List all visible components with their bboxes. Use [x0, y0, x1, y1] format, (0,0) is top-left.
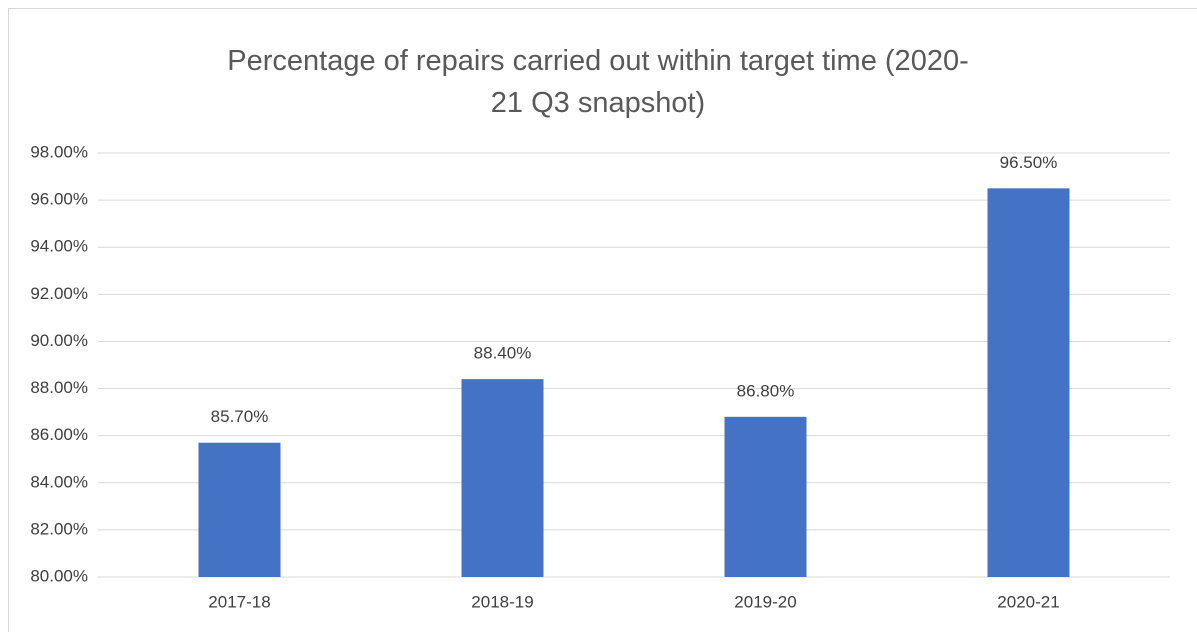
y-tick-label: 98.00%	[30, 142, 88, 161]
x-tick-label: 2020-21	[997, 592, 1059, 611]
chart-title: Percentage of repairs carried out within…	[227, 45, 969, 119]
bar	[198, 442, 281, 577]
x-tick-label: 2019-20	[734, 592, 796, 611]
chart-frame	[8, 8, 1197, 632]
y-tick-label: 80.00%	[30, 566, 88, 585]
y-tick-label: 96.00%	[30, 190, 88, 209]
x-tick-label: 2018-19	[471, 592, 533, 611]
data-label: 96.50%	[1000, 153, 1058, 172]
y-tick-label: 92.00%	[30, 284, 88, 303]
bar	[724, 416, 807, 577]
data-label: 86.80%	[737, 381, 795, 400]
data-label: 88.40%	[474, 344, 532, 363]
y-tick-label: 94.00%	[30, 237, 88, 256]
y-tick-label: 84.00%	[30, 472, 88, 491]
x-tick-label: 2017-18	[208, 592, 270, 611]
bar	[987, 188, 1070, 578]
y-tick-label: 82.00%	[30, 519, 88, 538]
bar	[461, 379, 544, 577]
y-tick-label: 88.00%	[30, 378, 88, 397]
y-tick-label: 86.00%	[30, 425, 88, 444]
data-label: 85.70%	[211, 407, 269, 426]
y-tick-label: 90.00%	[30, 331, 88, 350]
